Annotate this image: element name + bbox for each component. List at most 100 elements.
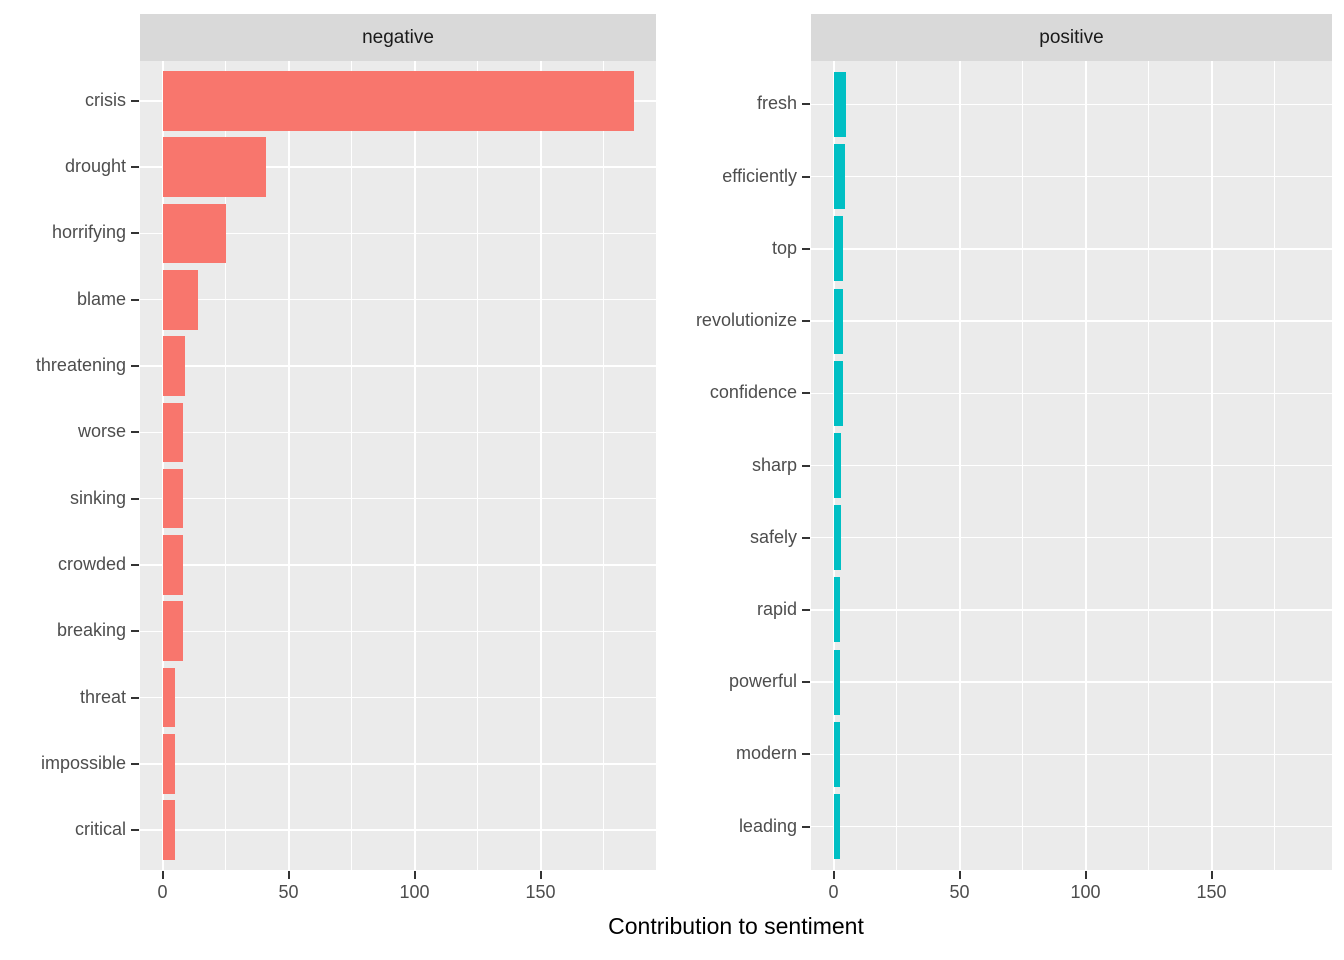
y-tick [802, 247, 810, 250]
y-tick [131, 365, 139, 368]
y-tick [131, 166, 139, 169]
y-label-powerful: powerful [728, 671, 797, 692]
y-label-fresh: fresh [756, 93, 797, 114]
y-label-threat: threat [79, 686, 126, 707]
y-tick [802, 464, 810, 467]
y-tick [802, 175, 810, 178]
facet-strip-negative: negative [140, 14, 656, 61]
x-tick [1210, 871, 1213, 879]
gridline-major-horizontal [811, 248, 1332, 250]
gridline-major-horizontal [140, 232, 656, 235]
y-label-rapid: rapid [756, 598, 797, 619]
y-tick [131, 696, 139, 699]
y-tick [802, 103, 810, 106]
y-label-impossible: impossible [40, 752, 126, 773]
gridline-major-horizontal [140, 431, 656, 434]
x-tick-label-100: 100 [1070, 882, 1101, 902]
y-tick [802, 536, 810, 539]
facet-strip-label: negative [362, 26, 434, 48]
y-tick [131, 99, 139, 102]
y-label-leading: leading [738, 815, 797, 836]
gridline-major-horizontal [811, 320, 1332, 322]
gridline-major-horizontal [811, 753, 1332, 756]
y-tick [131, 232, 139, 235]
gridline-major-horizontal [811, 609, 1332, 611]
x-tick-label-0: 0 [828, 882, 839, 902]
y-tick [131, 298, 139, 301]
bar-blame [162, 269, 198, 330]
gridline-major-horizontal [811, 825, 1332, 828]
x-tick [539, 871, 542, 879]
gridline-major-horizontal [140, 298, 656, 301]
gridline-major-horizontal [140, 166, 656, 168]
bar-horrifying [162, 203, 226, 264]
panel-negative [140, 61, 656, 870]
y-tick [131, 762, 139, 765]
bar-breaking [162, 601, 183, 662]
bar-sharp [833, 432, 841, 498]
gridline-major-vertical [161, 61, 164, 870]
x-tick-label-50: 50 [949, 882, 970, 902]
y-label-efficiently: efficiently [722, 165, 797, 186]
facet-strip-label: positive [1039, 26, 1104, 48]
bar-safely [833, 505, 841, 571]
y-label-crowded: crowded [57, 553, 126, 574]
gridline-major-vertical [413, 61, 416, 870]
facet-strip-positive: positive [811, 14, 1332, 61]
gridline-major-horizontal [811, 681, 1332, 683]
bar-worse [162, 402, 183, 463]
bar-modern [833, 721, 841, 787]
y-tick [131, 630, 139, 633]
gridline-minor-vertical [477, 61, 478, 870]
bar-efficiently [833, 144, 846, 210]
gridline-major-vertical [539, 61, 542, 870]
bar-confidence [833, 360, 843, 426]
y-label-drought: drought [64, 156, 126, 177]
y-label-horrifying: horrifying [51, 222, 126, 243]
gridline-major-vertical [287, 61, 290, 870]
gridline-minor-vertical [351, 61, 352, 870]
y-label-breaking: breaking [56, 620, 126, 641]
x-tick [161, 871, 164, 879]
y-tick [802, 825, 810, 828]
bar-drought [162, 137, 266, 197]
bar-sinking [162, 468, 183, 529]
x-tick-label-150: 150 [525, 882, 556, 902]
gridline-major-horizontal [140, 564, 656, 566]
bar-leading [833, 794, 841, 860]
y-tick [802, 753, 810, 756]
gridline-major-horizontal [140, 365, 656, 367]
gridline-major-horizontal [140, 497, 656, 500]
bar-impossible [162, 734, 176, 794]
gridline-major-horizontal [811, 103, 1332, 106]
bar-threatening [162, 336, 186, 396]
y-label-top: top [771, 237, 797, 258]
y-label-threatening: threatening [35, 355, 126, 376]
bar-revolutionize [833, 288, 844, 354]
gridline-minor-vertical [603, 61, 604, 870]
x-tick-label-50: 50 [278, 882, 299, 902]
gridline-minor-vertical [225, 61, 226, 870]
y-tick [131, 431, 139, 434]
y-tick [802, 608, 810, 611]
y-tick [802, 320, 810, 323]
y-label-safely: safely [749, 526, 797, 547]
y-label-blame: blame [76, 288, 126, 309]
y-label-sharp: sharp [751, 454, 797, 475]
bar-crowded [162, 535, 183, 595]
x-tick-label-150: 150 [1196, 882, 1227, 902]
bar-fresh [833, 71, 847, 137]
x-tick-label-100: 100 [399, 882, 430, 902]
gridline-major-horizontal [811, 536, 1332, 539]
bar-top [833, 216, 844, 282]
y-label-sinking: sinking [69, 487, 126, 508]
y-label-worse: worse [77, 421, 126, 442]
y-tick [802, 681, 810, 684]
y-tick [131, 497, 139, 500]
gridline-major-horizontal [140, 630, 656, 633]
y-label-critical: critical [74, 819, 126, 840]
bar-rapid [833, 577, 841, 643]
bar-powerful [833, 649, 841, 715]
